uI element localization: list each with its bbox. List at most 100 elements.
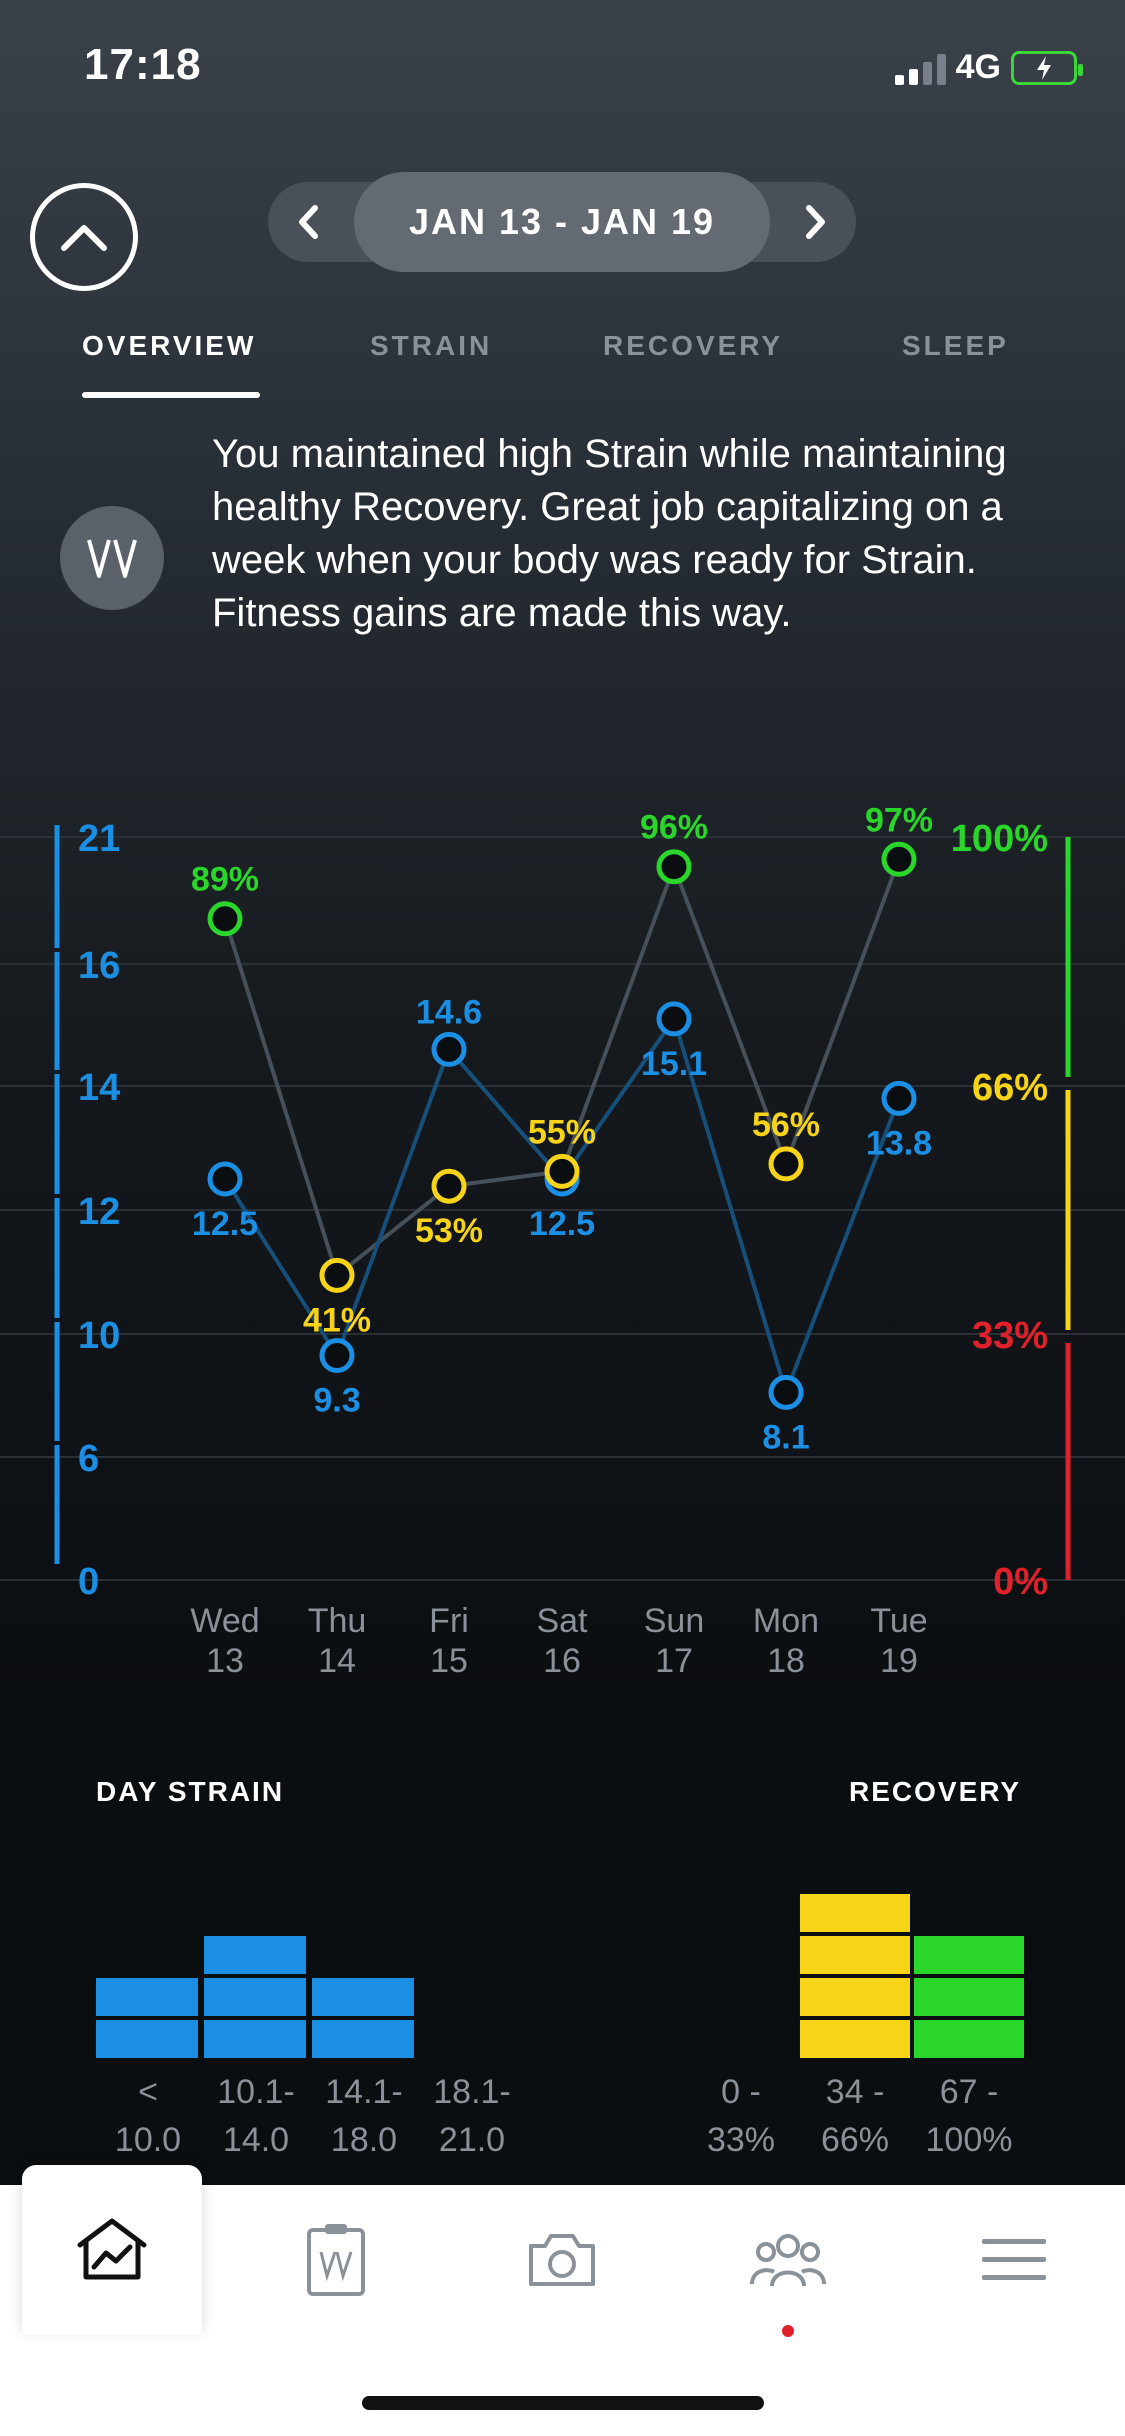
strain-data-label: 8.1 [762, 1418, 809, 1456]
recovery-point [319, 1257, 355, 1293]
x-axis-date-label: 13 [206, 1642, 244, 1680]
menu-tab[interactable] [924, 2185, 1104, 2335]
strain-histogram-bar [96, 1978, 198, 2016]
left-axis-tick-label: 21 [78, 818, 120, 860]
strain-point [881, 1080, 917, 1116]
strain-point [319, 1338, 355, 1374]
x-axis-date-label: 17 [655, 1642, 693, 1680]
active-tab-indicator [82, 392, 260, 398]
chevron-right-icon [806, 205, 825, 239]
recovery-data-label: 56% [752, 1106, 820, 1144]
left-axis-tick-label: 0 [78, 1561, 99, 1603]
recovery-data-label: 41% [303, 1301, 371, 1339]
recovery-histogram-bar [914, 2020, 1024, 2058]
strain-point [656, 1001, 692, 1037]
weekly-chart: 21 16 14 12 10 6 0 100% 66% 33% 0% 12.5 9.3 14.6 12.5 1… [0, 801, 1125, 1680]
right-axis-tick-label: 33% [972, 1315, 1048, 1357]
x-axis-date-label: 14 [318, 1642, 356, 1680]
recovery-point [431, 1168, 467, 1204]
tab-recovery[interactable]: RECOVERY [603, 330, 784, 361]
community-icon [750, 2234, 826, 2287]
strain-data-label: 15.1 [641, 1045, 707, 1083]
home-icon [77, 2218, 147, 2280]
x-axis-date-label: 15 [430, 1642, 468, 1680]
x-axis-date-label: 19 [880, 1642, 918, 1680]
x-axis-day-label: Fri [429, 1602, 469, 1640]
chevron-left-icon [299, 205, 318, 239]
recovery-histogram-bar [800, 1978, 910, 2016]
strain-data-label: 12.5 [192, 1205, 258, 1243]
camera-tab[interactable] [472, 2185, 652, 2335]
strain-data-label: 14.6 [416, 993, 482, 1031]
left-axis-tick-label: 6 [78, 1438, 99, 1480]
right-axis-tick-label: 66% [972, 1067, 1048, 1109]
tab-strain[interactable]: STRAIN [370, 330, 493, 361]
x-axis-day-label: Thu [308, 1602, 367, 1640]
home-tab[interactable] [22, 2165, 202, 2335]
chevron-up-icon [61, 225, 107, 251]
strain-histogram-bar [96, 2020, 198, 2058]
strain-histogram-bar [312, 2020, 414, 2058]
previous-week-button[interactable] [268, 182, 348, 262]
recovery-histogram-bar [914, 1978, 1024, 2016]
x-axis-day-label: Mon [753, 1602, 819, 1640]
day-strain-title: DAY STRAIN [96, 1776, 285, 1807]
strain-histogram-bar [204, 1978, 306, 2016]
recovery-point [544, 1153, 580, 1189]
status-time: 17:18 [84, 40, 202, 89]
bottom-tab-bar [0, 2165, 1125, 2436]
recovery-data-label: 97% [865, 801, 933, 839]
tab-sleep[interactable]: SLEEP [902, 330, 1009, 361]
recovery-point [881, 841, 917, 877]
strain-point [207, 1161, 243, 1197]
home-indicator [362, 2396, 764, 2410]
menu-icon [982, 2239, 1046, 2280]
coach-logo-icon [60, 506, 164, 610]
strain-bin-label: 14.1- 18.0 [325, 2073, 403, 2159]
journal-tab[interactable] [246, 2185, 426, 2335]
section-tabs: OVERVIEW STRAIN RECOVERY SLEEP [0, 330, 1125, 400]
recovery-data-label: 89% [191, 861, 259, 899]
strain-histogram-bar [312, 1978, 414, 2016]
strain-data-label: 9.3 [313, 1382, 360, 1420]
recovery-point [207, 901, 243, 937]
status-indicators: 4G [894, 48, 1083, 87]
left-axis-tick-label: 12 [78, 1191, 120, 1233]
x-axis-day-label: Tue [870, 1602, 927, 1640]
recovery-data-label: 53% [415, 1212, 483, 1250]
x-axis-day-label: Sun [644, 1602, 705, 1640]
recovery-data-label: 55% [528, 1113, 596, 1151]
left-axis-tick-label: 10 [78, 1315, 120, 1357]
battery-charging-icon [1011, 50, 1083, 85]
strain-point [768, 1374, 804, 1410]
recovery-point [656, 849, 692, 885]
journal-icon [307, 2224, 365, 2296]
recovery-histogram-bar [800, 2020, 910, 2058]
x-axis-day-label: Sat [536, 1602, 588, 1640]
strain-point [431, 1031, 467, 1067]
strain-bin-label: <10.0 [114, 2073, 182, 2159]
notification-dot [782, 2325, 794, 2337]
strain-data-label: 13.8 [866, 1124, 932, 1162]
signal-icon [894, 51, 946, 85]
strain-data-label: 12.5 [529, 1205, 595, 1243]
strain-histogram-bar [204, 2020, 306, 2058]
recovery-bin-label: 0 -33% [706, 2073, 776, 2159]
community-tab[interactable] [698, 2185, 878, 2335]
strain-bin-label: 10.1- 14.0 [217, 2073, 295, 2159]
date-range[interactable]: JAN 13 - JAN 19 [354, 172, 770, 272]
collapse-button[interactable] [30, 183, 138, 291]
left-axis-tick-label: 16 [78, 945, 120, 987]
recovery-bin-label: 67 -100% [925, 2073, 1013, 2159]
recovery-point [768, 1146, 804, 1182]
recovery-bin-label: 34 -66% [820, 2073, 890, 2159]
next-week-button[interactable] [776, 182, 856, 262]
status-bar: 17:18 4G [0, 0, 1125, 140]
network-type: 4G [955, 48, 1001, 86]
x-axis-date-label: 18 [767, 1642, 805, 1680]
recovery-data-label: 96% [640, 809, 708, 847]
x-axis-day-label: Wed [190, 1602, 259, 1640]
date-navigator: JAN 13 - JAN 19 [268, 172, 856, 272]
strain-bin-label: 18.1- 21.0 [433, 2073, 511, 2159]
tab-overview[interactable]: OVERVIEW [82, 330, 257, 361]
